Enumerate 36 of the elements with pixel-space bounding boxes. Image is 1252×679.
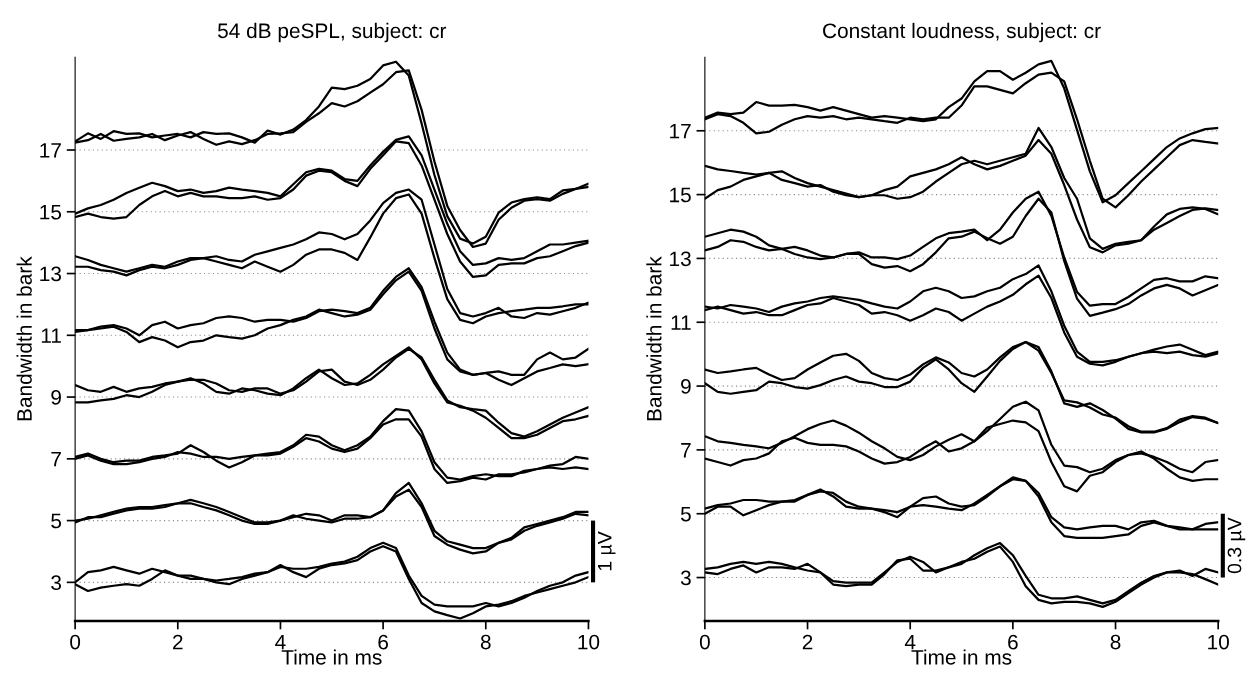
y-tick-label: 13	[40, 266, 62, 282]
x-tick-label: 2	[802, 634, 813, 650]
y-tick-label: 11	[41, 328, 61, 343]
x-tick-label: 0	[699, 634, 710, 650]
chart-title: Constant loudness, subject: cr	[823, 22, 1101, 43]
x-tick-label: 10	[578, 634, 600, 650]
y-tick-label: 17	[40, 143, 61, 158]
x-tick-label: 2	[173, 634, 183, 650]
y-tick-label: 9	[681, 379, 691, 394]
x-tick-label: 8	[480, 634, 491, 650]
y-tick-label: 7	[51, 452, 61, 467]
y-tick-label: 17	[670, 123, 691, 139]
y-tick-label: 9	[51, 390, 61, 405]
y-tick-label: 3	[51, 575, 62, 591]
chart-title: 54 dB peSPL, subject: cr	[217, 22, 447, 43]
y-axis-title: Bandwidth in bark	[16, 256, 32, 421]
y-tick-label: 15	[40, 204, 62, 220]
text: 1 µV	[598, 531, 616, 571]
x-tick-label: 4	[904, 634, 916, 650]
x-tick-label: 4	[275, 634, 286, 650]
y-tick-label: 11	[671, 315, 691, 330]
y-tick-label: 13	[670, 251, 691, 267]
x-tick-label: 6	[1008, 634, 1018, 650]
x-tick-label: 6	[378, 634, 388, 650]
x-tick-label: 8	[1110, 634, 1121, 650]
x-tick-label: 0	[70, 634, 81, 650]
y-axis-title: Bandwidth in bark	[646, 256, 662, 421]
y-tick-label: 5	[680, 506, 691, 522]
y-tick-label: 15	[670, 187, 691, 203]
x-axis-title: Time in ms	[911, 649, 1012, 665]
text: 0.3 µV	[1227, 517, 1246, 574]
y-tick-label: 7	[681, 443, 691, 458]
x-axis-title: Time in ms	[281, 649, 382, 665]
x-tick-label: 10	[1208, 634, 1229, 650]
y-tick-label: 3	[680, 570, 691, 586]
y-tick-label: 5	[51, 513, 62, 529]
